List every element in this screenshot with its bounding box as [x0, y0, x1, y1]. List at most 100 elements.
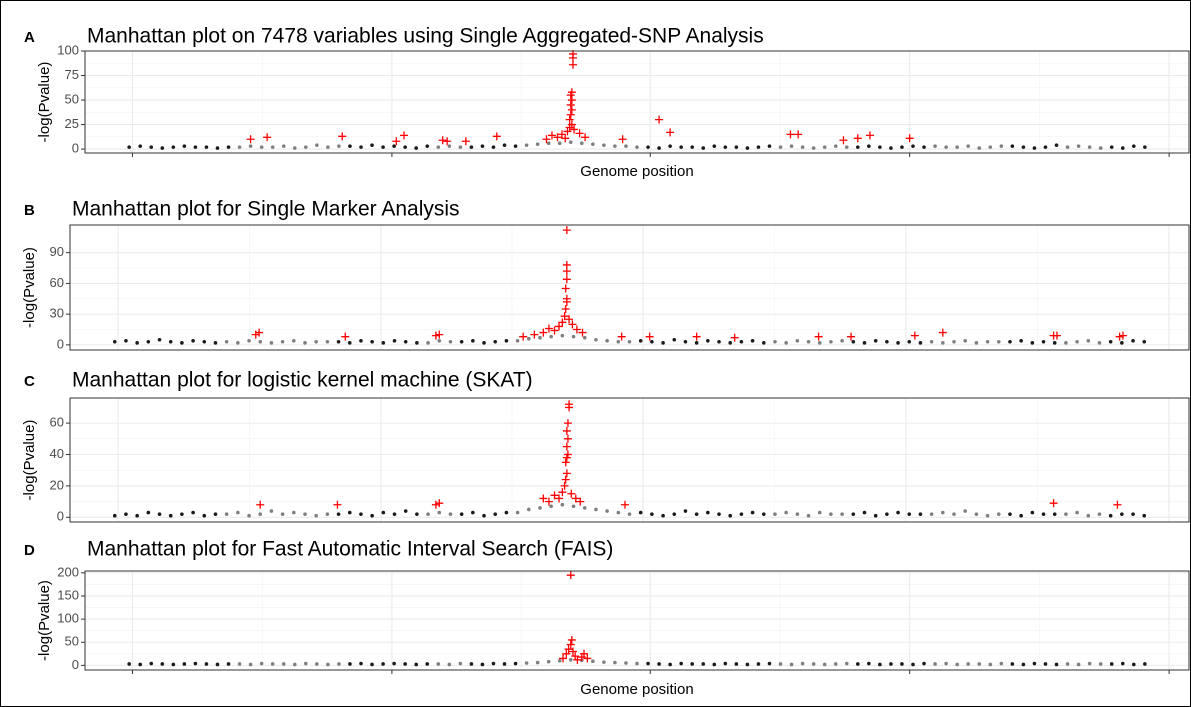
snp-point — [224, 512, 229, 516]
snp-point — [491, 145, 496, 149]
snp-point — [661, 513, 665, 518]
snp-point — [560, 333, 565, 338]
snp-point — [974, 512, 979, 516]
snp-point — [549, 504, 553, 509]
snp-point — [437, 510, 442, 515]
significant-point — [246, 135, 255, 144]
significant-point — [563, 450, 572, 459]
snp-point — [789, 144, 794, 148]
snp-point — [840, 512, 844, 516]
significant-point — [567, 120, 576, 129]
significant-point — [563, 434, 572, 443]
significant-point — [443, 137, 452, 146]
snp-point — [840, 338, 844, 343]
significant-point — [431, 331, 440, 340]
snp-point — [1064, 341, 1068, 345]
snp-point — [999, 144, 1004, 148]
significant-point — [570, 125, 579, 134]
snp-point — [717, 512, 721, 516]
snp-point — [800, 145, 805, 149]
snp-point — [127, 662, 131, 666]
significant-point — [562, 226, 571, 235]
significant-point — [794, 130, 803, 139]
snp-point — [436, 145, 441, 149]
snp-point — [582, 335, 587, 340]
snp-point — [1086, 513, 1091, 518]
snp-point — [171, 662, 176, 667]
snp-point — [896, 510, 900, 515]
snp-point — [1120, 512, 1124, 516]
snp-point — [392, 512, 397, 516]
snp-point — [829, 340, 833, 344]
significant-point — [655, 115, 664, 124]
snp-point — [1054, 662, 1059, 667]
snp-point — [1030, 341, 1035, 345]
snp-point — [469, 145, 474, 149]
snp-point — [889, 662, 893, 666]
snp-point — [1143, 145, 1147, 149]
significant-point — [562, 469, 571, 478]
snp-point — [392, 661, 396, 666]
snp-point — [226, 662, 231, 666]
panel-label: D — [24, 542, 35, 559]
snp-point — [767, 144, 772, 148]
significant-point — [905, 134, 914, 143]
snp-point — [112, 340, 117, 344]
significant-point — [666, 128, 675, 137]
significant-point — [562, 649, 571, 658]
y-axis-label: -log(Pvalue) — [21, 420, 38, 501]
y-axis-label: -log(Pvalue) — [36, 62, 53, 143]
snp-point — [605, 338, 609, 343]
snp-point — [538, 335, 542, 340]
snp-point — [728, 341, 733, 345]
snp-point — [911, 144, 915, 148]
snp-point — [624, 661, 628, 665]
significant-point — [544, 497, 553, 506]
snp-point — [800, 661, 805, 666]
significant-point — [692, 332, 701, 341]
plot-border — [84, 570, 1190, 671]
snp-point — [929, 512, 934, 516]
snp-point — [966, 144, 970, 148]
snp-point — [1109, 145, 1114, 149]
snp-point — [1030, 510, 1035, 515]
snp-point — [907, 512, 912, 516]
snp-point — [635, 661, 639, 666]
snp-point — [415, 341, 419, 345]
snp-point — [941, 510, 945, 515]
snp-point — [482, 341, 486, 345]
snp-point — [213, 512, 218, 516]
snp-point — [717, 340, 721, 344]
snp-point — [112, 513, 117, 518]
significant-point — [431, 500, 440, 509]
snp-point — [560, 502, 565, 507]
snp-point — [833, 144, 838, 148]
snp-point — [1008, 340, 1012, 344]
snp-point — [856, 662, 860, 666]
snp-point — [480, 662, 485, 667]
snp-point — [504, 510, 509, 515]
snp-point — [933, 144, 937, 148]
snp-point — [281, 662, 286, 666]
snp-point — [602, 143, 606, 147]
snp-point — [817, 510, 822, 515]
significant-point — [565, 315, 574, 324]
snp-point — [1043, 662, 1048, 666]
snp-point — [1065, 662, 1070, 666]
significant-point — [560, 312, 569, 321]
snp-point — [1075, 510, 1079, 515]
significant-point — [573, 655, 582, 664]
snp-point — [370, 340, 374, 344]
snp-point — [292, 338, 296, 343]
snp-point — [944, 145, 948, 149]
significant-point — [1049, 499, 1058, 508]
snp-point — [896, 341, 900, 345]
snp-point — [281, 144, 286, 148]
snp-point — [425, 144, 430, 148]
snp-point — [988, 145, 993, 149]
snp-point — [1052, 512, 1057, 516]
significant-point — [561, 284, 570, 293]
significant-point — [567, 489, 576, 498]
snp-point — [491, 661, 496, 666]
snp-point — [269, 509, 274, 513]
